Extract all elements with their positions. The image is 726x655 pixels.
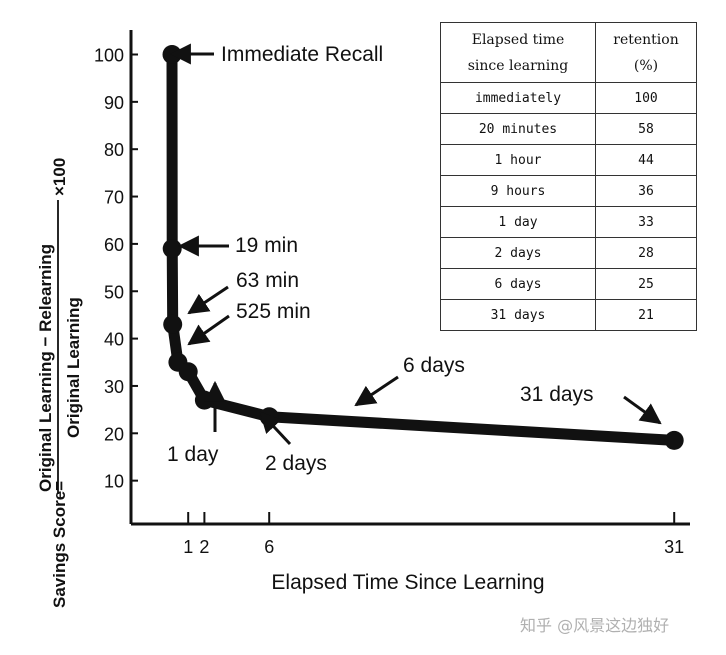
- table-row: 1 hour 44: [440, 144, 697, 176]
- y-axis-title-denominator: Original Learning: [64, 297, 83, 438]
- y-tick-label: 90: [104, 93, 124, 113]
- annotation-525-min: 525 min: [236, 300, 311, 323]
- table-row: 6 days 25: [440, 268, 697, 300]
- data-point: [163, 314, 183, 334]
- table-cell-retention: 58: [595, 113, 697, 145]
- retention-table-header-retention: retention (%): [595, 22, 697, 83]
- y-tick-label: 80: [104, 140, 124, 160]
- watermark: 知乎 @风景这边独好: [520, 616, 669, 635]
- table-cell-elapsed: 20 minutes: [440, 113, 596, 145]
- table-cell-elapsed: 31 days: [440, 299, 596, 331]
- table-cell-elapsed: 6 days: [440, 268, 596, 300]
- annotation-1-day: 1 day: [167, 443, 219, 466]
- y-axis-title-prefix: Savings Score=: [50, 481, 69, 608]
- x-tick-label: 6: [264, 537, 274, 557]
- retention-table-body: immediately 100 20 minutes 58 1 hour 44 9 hour…: [440, 82, 697, 331]
- y-tick-label: 20: [104, 424, 124, 444]
- table-cell-retention: 21: [595, 299, 697, 331]
- annotation-immediate-recall: Immediate Recall: [221, 43, 383, 66]
- x-tick-label: 2: [199, 537, 209, 557]
- annotation-arrow-31days: [623, 395, 662, 425]
- y-tick-label: 70: [104, 188, 124, 208]
- x-tick-label: 31: [664, 537, 684, 557]
- y-tick-label: 30: [104, 377, 124, 397]
- retention-table-header-elapsed: Elapsed time since learning: [440, 22, 596, 83]
- table-cell-retention: 33: [595, 206, 697, 238]
- annotation-arrow-6days: [354, 375, 399, 407]
- y-axis-ticks: 10 20 30 40 50 60 70 80 90 100: [94, 46, 138, 492]
- x-axis-title: Elapsed Time Since Learning: [271, 571, 544, 594]
- y-tick-label: 60: [104, 235, 124, 255]
- table-cell-elapsed: 1 day: [440, 206, 596, 238]
- y-tick-label: 10: [104, 472, 124, 492]
- retention-table-header-row: Elapsed time since learning retention (%): [440, 22, 697, 83]
- table-row: immediately 100: [440, 82, 697, 114]
- table-cell-elapsed: 9 hours: [440, 175, 596, 207]
- data-point: [664, 430, 684, 450]
- table-cell-retention: 100: [595, 82, 697, 114]
- table-cell-retention: 25: [595, 268, 697, 300]
- annotation-2-days: 2 days: [265, 452, 327, 475]
- table-cell-elapsed: 1 hour: [440, 144, 596, 176]
- data-point: [178, 362, 198, 382]
- annotation-arrow-63min: [187, 285, 229, 315]
- data-point: [194, 390, 214, 410]
- y-tick-label: 40: [104, 330, 124, 350]
- y-tick-label: 50: [104, 282, 124, 302]
- x-tick-label: 1: [183, 537, 193, 557]
- table-row: 31 days 21: [440, 299, 697, 331]
- annotation-6-days: 6 days: [403, 354, 465, 377]
- y-tick-label: 100: [94, 46, 124, 66]
- y-axis-title-numerator: Original Learning − Relearning: [36, 244, 55, 492]
- annotations: Immediate Recall 19 min 63 min 525 min 1…: [167, 43, 662, 475]
- table-cell-retention: 28: [595, 237, 697, 269]
- annotation-31-days: 31 days: [520, 383, 594, 406]
- data-point: [162, 239, 182, 259]
- annotation-19-min: 19 min: [235, 234, 298, 257]
- table-row: 1 day 33: [440, 206, 697, 238]
- table-cell-retention: 36: [595, 175, 697, 207]
- annotation-arrow-2days: [259, 411, 292, 446]
- retention-table: Elapsed time since learning retention (%) …: [440, 22, 697, 331]
- table-row: 20 minutes 58: [440, 113, 697, 145]
- annotation-arrow-525min: [187, 314, 230, 346]
- annotation-63-min: 63 min: [236, 269, 299, 292]
- y-axis-title-suffix: ×100: [50, 158, 69, 196]
- table-cell-elapsed: 2 days: [440, 237, 596, 269]
- table-cell-retention: 44: [595, 144, 697, 176]
- table-cell-elapsed: immediately: [440, 82, 596, 114]
- x-axis-ticks: 1 2 6 31: [183, 512, 684, 557]
- table-row: 9 hours 36: [440, 175, 697, 207]
- y-axis-title: Savings Score= Original Learning − Relea…: [36, 158, 83, 608]
- table-row: 2 days 28: [440, 237, 697, 269]
